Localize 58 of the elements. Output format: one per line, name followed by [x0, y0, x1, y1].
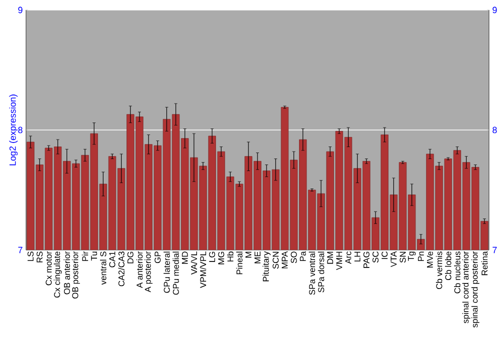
x-tick-label: MG — [218, 252, 224, 264]
x-tick-label: Cb lobe — [445, 252, 452, 280]
x-tick-label: Pa — [300, 251, 306, 261]
x-tick-label: Retina — [481, 251, 488, 276]
x-tick-label: IC — [382, 252, 388, 259]
y2-tick-label: 8 — [492, 126, 497, 134]
x-tick-label: SO — [290, 252, 297, 264]
x-tick-label: Cx cingulate — [54, 252, 62, 298]
y-tick-label: 7 — [18, 246, 22, 254]
x-tick-label: MD — [182, 252, 188, 264]
y2-tick-label: 9 — [492, 6, 497, 14]
x-tick-label: OB posterior — [72, 251, 80, 298]
x-tick-label: Tu — [91, 252, 98, 261]
x-tick-label: SC — [372, 252, 379, 263]
x-tick-label: LH — [354, 252, 360, 262]
x-tick-label: Cx motor — [46, 251, 52, 286]
x-tick-label: spinal cord posterior — [471, 251, 480, 328]
x-tick-label: Arc — [345, 251, 352, 264]
x-tick-label: CPu lateral — [164, 252, 170, 293]
x-tick-label: CA2/CA3 — [118, 252, 124, 286]
x-tick-label: ventral S — [100, 252, 106, 285]
y-tick-label: 8 — [18, 126, 22, 134]
x-tick-label: ME — [254, 252, 260, 264]
x-tick-label: Pir — [82, 251, 88, 261]
x-tick-label: VMH — [336, 252, 342, 270]
x-tick-label: A anterior — [136, 251, 143, 288]
x-tick-label: M — [246, 252, 252, 258]
x-tick-label: CA1 — [109, 252, 116, 268]
x-tick-label: Pineal — [236, 252, 242, 274]
y2-tick-label: 7 — [492, 246, 497, 254]
x-tick-label: VTA — [390, 251, 397, 268]
x-tick-label: LG — [209, 252, 216, 262]
x-tick-label: DM — [327, 252, 334, 264]
y-axis-title: Log2 (expression) — [9, 94, 18, 166]
x-tick-label: Tg — [408, 252, 416, 261]
x-tick-label: Cb nucleus — [454, 252, 460, 294]
x-tick-label: SN — [400, 252, 406, 263]
x-tick-label: Pn — [418, 252, 424, 261]
x-tick-label: RS — [36, 252, 43, 262]
x-tick-label: VPM/VPL — [200, 251, 206, 288]
x-tick-label: VA/VL — [190, 251, 198, 275]
x-tick-label: SPa ventral — [308, 252, 316, 295]
x-tick-label: LS — [28, 252, 34, 261]
x-tick-label: SCN — [272, 252, 279, 269]
x-tick-label: Cb vermis — [436, 252, 442, 290]
x-tick-label: Pituitary — [262, 251, 271, 282]
x-tick-label: spinal cord anterior — [462, 251, 470, 324]
x-tick-label: OB anterior — [64, 251, 70, 294]
y-tick-label: 9 — [18, 6, 22, 14]
x-tick-label: PAG — [363, 252, 370, 268]
x-tick-label: MVe — [427, 252, 433, 268]
x-tick-label: SPa dorsal — [318, 252, 324, 292]
x-tick-label: GP — [154, 252, 161, 264]
x-tick-label: A posterior — [144, 251, 153, 292]
x-tick-label: DG — [127, 252, 134, 264]
x-tick-label: MPA — [282, 251, 288, 268]
x-tick-label: CPu medial — [172, 252, 179, 295]
x-tick-label: Hb — [227, 252, 234, 262]
